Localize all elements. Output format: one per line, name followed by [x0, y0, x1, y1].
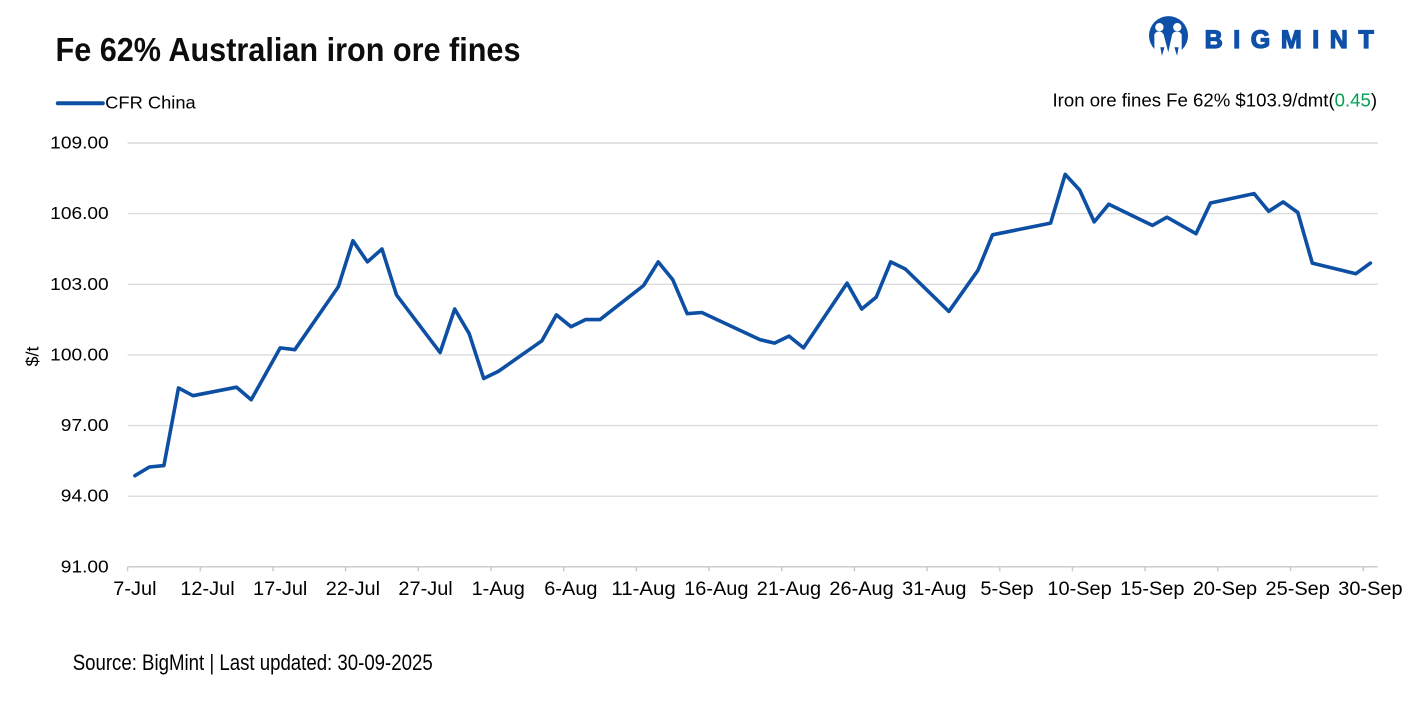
- svg-text:BIGMINT: BIGMINT: [1205, 26, 1385, 54]
- svg-text:10-Sep: 10-Sep: [1047, 579, 1111, 600]
- svg-text:103.00: 103.00: [50, 274, 109, 294]
- svg-text:25-Sep: 25-Sep: [1266, 579, 1330, 600]
- svg-text:31-Aug: 31-Aug: [902, 579, 966, 600]
- svg-text:Source: BigMint | Last updated: Source: BigMint | Last updated: 30-09-20…: [73, 650, 433, 675]
- svg-text:109.00: 109.00: [50, 133, 109, 153]
- svg-text:5-Sep: 5-Sep: [980, 579, 1033, 600]
- svg-text:22-Jul: 22-Jul: [326, 579, 380, 600]
- svg-text:26-Aug: 26-Aug: [829, 579, 893, 600]
- svg-text:91.00: 91.00: [61, 556, 109, 576]
- svg-text:CFR China: CFR China: [105, 92, 196, 112]
- svg-text:Iron ore fines Fe 62% $103.9/d: Iron ore fines Fe 62% $103.9/dmt(0.45): [1053, 89, 1378, 110]
- svg-text:94.00: 94.00: [61, 486, 109, 506]
- svg-text:7-Jul: 7-Jul: [113, 579, 156, 600]
- svg-text:Fe 62% Australian iron ore fin: Fe 62% Australian iron ore fines: [56, 31, 521, 68]
- svg-text:15-Sep: 15-Sep: [1120, 579, 1184, 600]
- svg-text:16-Aug: 16-Aug: [684, 579, 748, 600]
- svg-text:30-Sep: 30-Sep: [1338, 579, 1402, 600]
- svg-text:$/t: $/t: [23, 346, 43, 366]
- svg-text:106.00: 106.00: [50, 203, 109, 223]
- svg-text:21-Aug: 21-Aug: [757, 579, 821, 600]
- svg-text:1-Aug: 1-Aug: [472, 579, 525, 600]
- svg-text:17-Jul: 17-Jul: [253, 579, 307, 600]
- svg-text:11-Aug: 11-Aug: [611, 579, 675, 600]
- svg-text:20-Sep: 20-Sep: [1193, 579, 1257, 600]
- svg-text:27-Jul: 27-Jul: [398, 579, 452, 600]
- svg-text:6-Aug: 6-Aug: [544, 579, 597, 600]
- svg-text:100.00: 100.00: [50, 344, 109, 364]
- svg-text:12-Jul: 12-Jul: [180, 579, 234, 600]
- svg-text:97.00: 97.00: [61, 415, 109, 435]
